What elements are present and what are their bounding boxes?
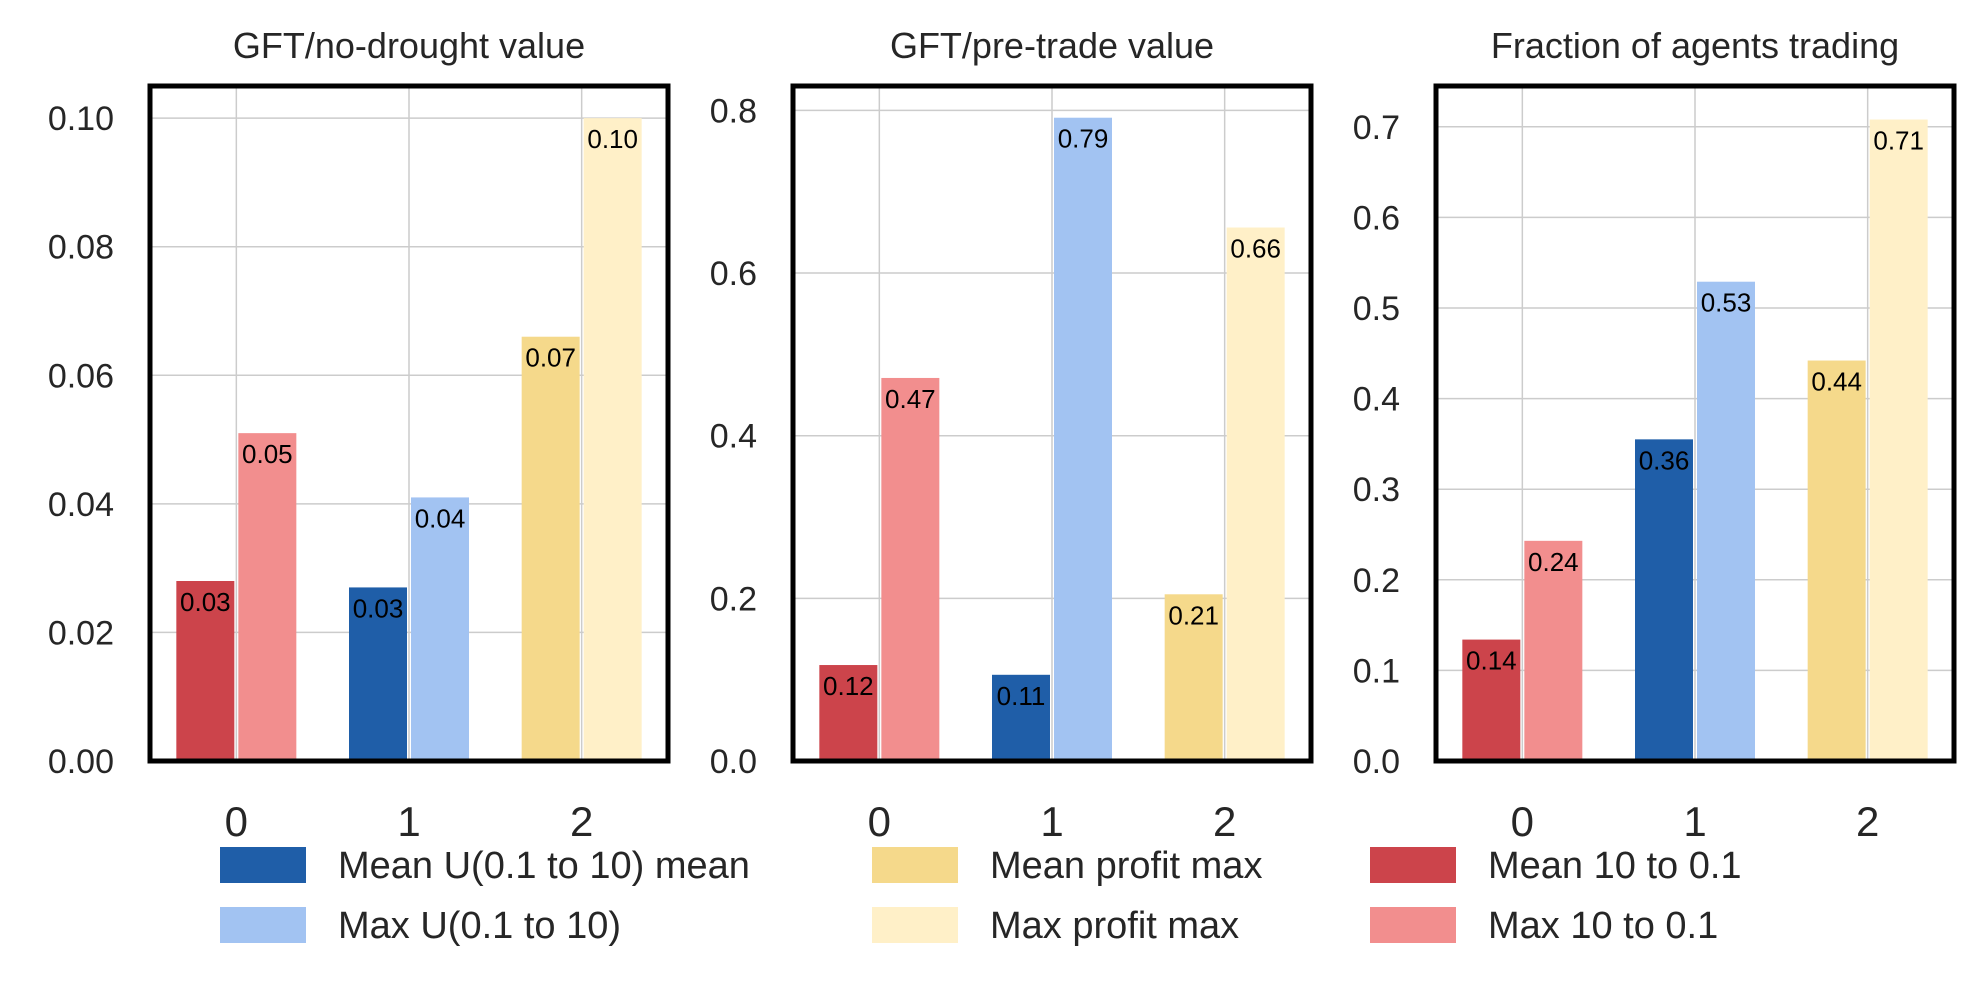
bar-data-label: 0.36 — [1639, 445, 1690, 475]
x-tick-label: 0 — [868, 798, 891, 845]
panel-title: Fraction of agents trading — [1491, 25, 1899, 66]
legend-label: Max profit max — [990, 905, 1239, 947]
bar-data-label: 0.24 — [1528, 547, 1579, 577]
x-tick-label: 0 — [225, 798, 248, 845]
y-tick-label: 0.00 — [48, 743, 114, 781]
y-tick-label: 0.6 — [710, 255, 757, 293]
bar — [1462, 639, 1521, 761]
bar-data-label: 0.07 — [525, 343, 576, 373]
bar — [1697, 281, 1755, 761]
legend: Mean U(0.1 to 10) mean Max U(0.1 to 10) Me… — [220, 845, 1742, 947]
x-tick-label: 1 — [397, 798, 420, 845]
bar — [411, 497, 469, 761]
bar — [1164, 594, 1223, 761]
bar — [1869, 119, 1928, 761]
chart-panel-1: GFT/pre-trade value 0.0 0.2 0.4 0.6 0.8 0 1 2 0.1… — [710, 25, 1314, 845]
x-tick-label: 0 — [1511, 798, 1534, 845]
y-tick-label: 0.2 — [1353, 562, 1400, 600]
bar-data-label: 0.12 — [823, 671, 874, 701]
y-tick-label: 0.04 — [48, 486, 114, 524]
y-tick-label: 0.8 — [710, 92, 757, 130]
y-tick-label: 0.4 — [1353, 381, 1400, 419]
legend-label: Mean 10 to 0.1 — [1488, 845, 1742, 887]
legend-swatch — [1370, 907, 1456, 943]
bar — [1524, 540, 1583, 761]
bar — [176, 581, 235, 761]
y-tick-label: 0.7 — [1353, 109, 1400, 147]
legend-swatch — [220, 907, 306, 943]
bar-data-label: 0.03 — [180, 587, 231, 617]
bar — [1807, 360, 1866, 761]
y-tick-label: 0.0 — [710, 743, 757, 781]
bar — [992, 674, 1050, 761]
bar-data-label: 0.10 — [587, 124, 638, 154]
bar — [881, 377, 940, 761]
legend-swatch — [1370, 847, 1456, 883]
bar-data-label: 0.11 — [997, 681, 1046, 711]
bar-data-label: 0.05 — [242, 439, 293, 469]
y-tick-label: 0.3 — [1353, 471, 1400, 509]
y-tick-label: 0.10 — [48, 100, 114, 138]
bar-data-label: 0.79 — [1058, 124, 1109, 154]
x-tick-label: 2 — [1213, 798, 1236, 845]
panel-title: GFT/no-drought value — [233, 25, 585, 66]
bar — [1054, 117, 1112, 762]
y-tick-label: 0.0 — [1353, 743, 1400, 781]
bar — [1635, 439, 1693, 761]
axes-frame — [1433, 83, 1957, 764]
bar-data-label: 0.21 — [1168, 600, 1219, 630]
legend-label: Max 10 to 0.1 — [1488, 905, 1718, 947]
y-tick-label: 0.2 — [710, 580, 757, 618]
bar-data-label: 0.04 — [415, 503, 466, 533]
legend-label: Mean profit max — [990, 845, 1262, 887]
bar — [819, 665, 878, 761]
chart-panel-0: GFT/no-drought value 0.00 0.02 0.04 0.06 0.08… — [48, 25, 671, 845]
bar-data-label: 0.66 — [1230, 234, 1281, 264]
axes-frame — [790, 83, 1314, 764]
legend-label: Mean U(0.1 to 10) mean — [338, 845, 750, 887]
bar-data-label: 0.14 — [1466, 646, 1517, 676]
y-tick-label: 0.08 — [48, 229, 114, 267]
y-tick-label: 0.06 — [48, 357, 114, 395]
bar-data-label: 0.44 — [1811, 367, 1862, 397]
bar-data-label: 0.53 — [1701, 288, 1752, 318]
legend-swatch — [220, 847, 306, 883]
y-tick-label: 0.1 — [1353, 652, 1400, 690]
bar-data-label: 0.71 — [1873, 126, 1924, 156]
legend-label: Max U(0.1 to 10) — [338, 905, 621, 947]
bar — [238, 433, 297, 761]
bar-data-label: 0.47 — [885, 384, 936, 414]
bar — [521, 336, 580, 761]
x-tick-label: 2 — [1856, 798, 1879, 845]
y-tick-label: 0.6 — [1353, 199, 1400, 237]
bar-data-label: 0.03 — [353, 593, 404, 623]
x-tick-label: 1 — [1683, 798, 1706, 845]
chart-panel-2: Fraction of agents trading 0.0 0.1 0.2 0.3 0.… — [1353, 25, 1957, 845]
bar — [349, 587, 407, 761]
axes-frame — [147, 83, 671, 764]
panel-title: GFT/pre-trade value — [890, 25, 1214, 66]
legend-swatch — [872, 847, 958, 883]
bar — [583, 118, 642, 761]
x-tick-label: 1 — [1040, 798, 1063, 845]
y-tick-label: 0.4 — [710, 418, 757, 456]
y-tick-label: 0.5 — [1353, 290, 1400, 328]
bar — [1226, 227, 1285, 761]
x-tick-label: 2 — [570, 798, 593, 845]
y-tick-label: 0.02 — [48, 614, 114, 652]
legend-swatch — [872, 907, 958, 943]
